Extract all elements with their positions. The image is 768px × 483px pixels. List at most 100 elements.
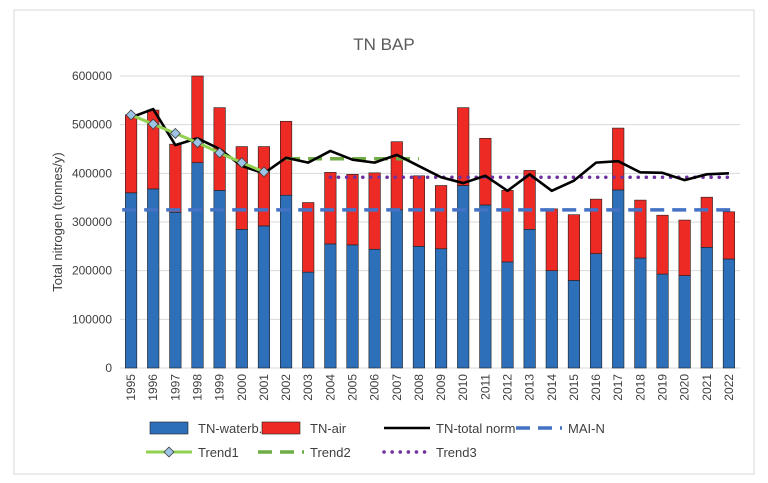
x-tick-label: 1999: [213, 374, 227, 401]
bar: [523, 229, 536, 369]
x-tick-labels: 1995 1996 1997 1998 1999 2000 2001 2002 2003 2004…: [124, 374, 736, 401]
legend-label: TN-air: [310, 421, 347, 436]
bar: [678, 219, 691, 276]
bar: [169, 143, 182, 213]
legend-label: TN-waterb.: [198, 421, 262, 436]
lines: [122, 107, 738, 212]
bar: [302, 202, 315, 273]
x-tick-label: 2021: [700, 374, 714, 401]
bar: [435, 185, 448, 250]
bar: [302, 271, 315, 369]
bar: [634, 199, 647, 259]
x-tick-label: 1995: [124, 374, 138, 401]
x-tick-label: 2008: [412, 374, 426, 401]
bar: [280, 194, 293, 369]
bar: [567, 214, 580, 281]
x-tick-label: 2004: [323, 374, 337, 401]
bar: [457, 185, 470, 369]
y-tick-labels: 0 100000 200000 300000 400000 500000 600000: [72, 69, 112, 375]
bar: [235, 229, 248, 369]
bar: [700, 196, 713, 248]
legend-item: Trend1: [146, 445, 239, 460]
y-tick-label: 200000: [72, 264, 112, 278]
bar: [590, 253, 603, 369]
legend-item: TN-waterb.: [149, 421, 262, 436]
bar: [368, 248, 381, 369]
bar: [501, 190, 514, 263]
x-tick-label: 2020: [678, 374, 692, 401]
legend-swatch: [261, 421, 301, 435]
bar: [346, 244, 359, 369]
bar: [612, 127, 625, 191]
chart-frame: [13, 9, 755, 475]
legend-item: MAI-N: [516, 421, 605, 436]
bar: [235, 146, 248, 230]
bar: [191, 75, 204, 163]
bar: [390, 209, 403, 369]
bar: [590, 198, 603, 254]
legend-label: TN-total norm: [436, 421, 515, 436]
x-tick-label: 2001: [257, 374, 271, 401]
legend-item: Trend3: [382, 445, 477, 460]
x-tick-label: 2010: [456, 374, 470, 401]
legend-label: MAI-N: [568, 421, 605, 436]
bar: [324, 243, 337, 369]
x-tick-label: 2006: [368, 374, 382, 401]
bar: [612, 189, 625, 369]
y-tick-label: 0: [105, 361, 112, 375]
legend-marker: [163, 446, 175, 458]
y-tick-label: 600000: [72, 69, 112, 83]
bar: [390, 141, 403, 211]
point-marker: [169, 127, 181, 139]
bar: [545, 208, 558, 271]
x-tick-label: 2014: [545, 374, 559, 401]
x-tick-label: 2012: [501, 374, 515, 401]
x-tick-label: 2000: [235, 374, 249, 401]
x-tick-label: 2003: [301, 374, 315, 401]
bar: [545, 270, 558, 369]
x-tick-label: 2016: [589, 374, 603, 401]
point-marker: [214, 147, 226, 159]
x-tick-label: 2017: [611, 374, 625, 401]
point-marker: [147, 118, 159, 130]
bar: [479, 137, 492, 206]
legend-label: Trend1: [198, 445, 239, 460]
bar: [213, 190, 226, 369]
x-tick-label: 2022: [722, 374, 736, 401]
x-tick-label: 2005: [346, 374, 360, 401]
bar: [479, 204, 492, 369]
y-tick-label: 400000: [72, 166, 112, 180]
bar: [412, 246, 425, 369]
bar: [125, 114, 138, 194]
bar: [169, 211, 182, 369]
y-tick-label: 300000: [72, 215, 112, 229]
point-marker: [236, 157, 248, 169]
bar: [678, 275, 691, 369]
x-tick-label: 2015: [567, 374, 581, 401]
bar: [501, 261, 514, 369]
y-tick-label: 500000: [72, 118, 112, 132]
bar: [722, 211, 735, 260]
bar: [457, 107, 470, 186]
chart-title: TN BAP: [353, 35, 414, 54]
y-tick-label: 100000: [72, 312, 112, 326]
x-tick-label: 1996: [146, 374, 160, 401]
legend-label: Trend2: [310, 445, 351, 460]
bar: [523, 170, 536, 230]
x-tick-label: 2013: [523, 374, 537, 401]
bar: [722, 258, 735, 369]
legend-label: Trend3: [436, 445, 477, 460]
bar: [257, 225, 270, 369]
legend-item: TN-total norm: [384, 421, 515, 436]
bar: [634, 257, 647, 369]
x-tick-label: 2019: [656, 374, 670, 401]
point-marker: [191, 137, 204, 149]
legend-swatch: [149, 421, 189, 435]
legend: TN-waterb. TN-air TN-total norm MAI-N Trend1…: [146, 421, 605, 460]
bar: [125, 192, 138, 369]
bar: [191, 162, 204, 369]
x-tick-label: 1997: [168, 374, 182, 401]
x-tick-label: 2002: [279, 374, 293, 401]
bar: [147, 188, 160, 369]
